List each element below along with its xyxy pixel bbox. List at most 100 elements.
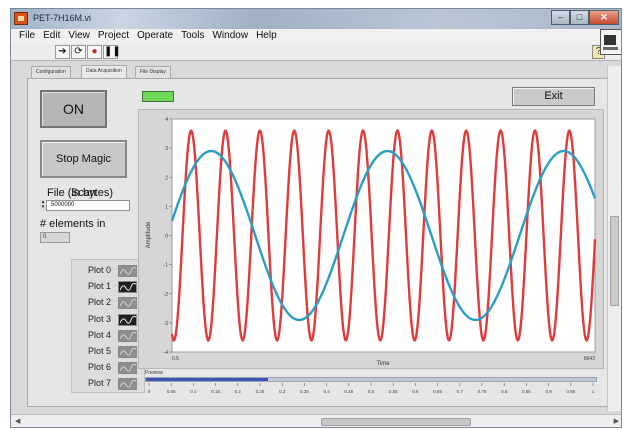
- legend-row-plot-6[interactable]: Plot 6: [78, 361, 142, 376]
- toolbar: ➔ ⟳ ● ❚❚ ?: [11, 44, 621, 61]
- y-tick-label: -3: [164, 321, 169, 327]
- preview-tick-label: 0.85: [522, 389, 531, 394]
- preview-tick-label: 0.3: [279, 389, 286, 394]
- y-tick-label: -4: [164, 350, 169, 356]
- menu-file[interactable]: File: [19, 30, 36, 41]
- preview-label: Preview: [145, 370, 163, 376]
- legend-plot-name: Plot 1: [88, 281, 112, 292]
- legend-plot-name: Plot 5: [88, 346, 112, 356]
- preview-tick-label: 0.9: [545, 389, 552, 394]
- menu-operate[interactable]: Operate: [136, 30, 174, 41]
- window-title: PET-7H16M.vi: [33, 13, 92, 23]
- menu-help[interactable]: Help: [256, 30, 277, 41]
- menu-tools[interactable]: Tools: [181, 30, 205, 41]
- abort-stop-icon[interactable]: ●: [87, 45, 102, 59]
- labview-window: PET-7H16M.vi – □ ✕ File Edit View Projec…: [10, 8, 622, 428]
- legend-plot-swatch[interactable]: [118, 378, 137, 391]
- legend-row-plot-3[interactable]: Plot 3: [78, 313, 142, 328]
- vertical-scrollbar[interactable]: [607, 66, 621, 411]
- exit-button[interactable]: Exit: [512, 87, 595, 106]
- y-axis-label: Amplitude: [146, 221, 152, 248]
- preview-tick-label: 0.4: [323, 389, 330, 394]
- scroll-right-icon[interactable]: ▶: [613, 418, 619, 425]
- menu-bar: File Edit View Project Operate Tools Win…: [11, 29, 621, 44]
- legend-plot-name: Plot 4: [88, 329, 112, 340]
- legend-plot-name: Plot 3: [88, 313, 112, 324]
- preview-tick-label: 0.2: [235, 389, 242, 394]
- stop-magic-scan-button[interactable]: Stop Magic Scan: [40, 140, 127, 199]
- legend-plot-swatch[interactable]: [118, 297, 137, 310]
- y-tick-label: 1: [165, 204, 168, 210]
- x-tick-label: 0.5: [172, 356, 179, 362]
- legend-plot-swatch[interactable]: [118, 313, 137, 326]
- legend-plot-swatch[interactable]: [118, 265, 137, 277]
- pause-icon[interactable]: ❚❚: [103, 45, 121, 59]
- preview-progress-fill: [146, 378, 268, 381]
- acquisition-led: [142, 91, 174, 102]
- legend-row-plot-2[interactable]: Plot 2: [78, 296, 142, 311]
- scroll-left-icon[interactable]: ◀: [15, 418, 21, 425]
- preview-tick-label: 0.7: [457, 389, 464, 394]
- preview-tick-label: 0.15: [211, 389, 220, 394]
- labview-app-icon: [14, 12, 28, 25]
- legend-row-plot-1[interactable]: Plot 1: [78, 280, 142, 295]
- run-arrow-icon[interactable]: ➔: [55, 45, 70, 59]
- menu-window[interactable]: Window: [212, 30, 249, 41]
- title-bar[interactable]: PET-7H16M.vi – □ ✕: [11, 9, 621, 29]
- y-tick-label: 2: [165, 175, 168, 181]
- maximize-button[interactable]: □: [570, 10, 589, 25]
- preview-tick-label: 0.45: [344, 389, 353, 394]
- close-button[interactable]: ✕: [589, 10, 619, 25]
- legend-plot-name: Plot 0: [88, 265, 112, 275]
- minimize-button[interactable]: –: [551, 10, 570, 25]
- file-size-label: File (in bytes): [47, 187, 114, 199]
- legend-plot-name: Plot 7: [88, 378, 112, 389]
- y-tick-label: -2: [164, 292, 169, 298]
- tab-data-acquisition[interactable]: Data Acquisition: [81, 65, 127, 78]
- y-tick-label: 3: [165, 146, 168, 152]
- legend-row-plot-4[interactable]: Plot 4: [78, 329, 142, 344]
- file-size-input[interactable]: 5000000: [40, 200, 130, 211]
- menu-view[interactable]: View: [68, 30, 90, 41]
- legend-plot-name: Plot 2: [88, 297, 112, 308]
- preview-tick-label: 0.05: [167, 389, 176, 394]
- legend-row-plot-5[interactable]: Plot 5: [78, 345, 142, 360]
- plot-series-line-0: [170, 128, 597, 343]
- preview-tick-label: 0.75: [478, 389, 487, 394]
- horizontal-scroll-thumb[interactable]: [321, 418, 471, 426]
- queue-count-indicator: 0: [40, 232, 70, 243]
- waveform-graph[interactable]: 4 3 2 1 0 -1 -2 -3 -4 0.5 8643 Amplitude Time: [138, 109, 604, 369]
- preview-tick-label: 0.25: [256, 389, 265, 394]
- preview-tick-label: 0.1: [190, 389, 197, 394]
- preview-tick-label: 0.6: [412, 389, 419, 394]
- preview-tick-label: 0: [148, 389, 151, 394]
- preview-tick-label: 1: [592, 389, 595, 394]
- preview-progress-bar: [145, 377, 597, 382]
- legend-plot-swatch[interactable]: [118, 281, 137, 294]
- x-tick-label: 8643: [584, 356, 595, 362]
- plot-series-line-1: [170, 149, 597, 322]
- y-tick-label: -1: [164, 263, 169, 269]
- menu-edit[interactable]: Edit: [43, 30, 61, 41]
- tab-file-display[interactable]: File Display: [135, 66, 171, 78]
- legend-plot-name: Plot 6: [88, 362, 112, 373]
- legend-row-plot-0[interactable]: Plot 0: [78, 264, 142, 279]
- legend-row-plot-7[interactable]: Plot 7: [78, 377, 142, 392]
- legend-plot-swatch[interactable]: [118, 346, 137, 358]
- run-continuously-icon[interactable]: ⟳: [71, 45, 86, 59]
- y-tick-label: 0: [165, 234, 168, 240]
- preview-tick-label: 0.5: [368, 389, 375, 394]
- legend-plot-swatch[interactable]: [118, 362, 137, 375]
- legend-plot-swatch[interactable]: [118, 329, 137, 342]
- on-button[interactable]: ON: [40, 90, 107, 128]
- plot-legend: Plot 0 Plot 1 Plot 2 Plot 3 Plot 4 Plot 5 Plot…: [71, 259, 145, 393]
- x-axis-label: Time: [376, 361, 390, 367]
- file-size-stepper[interactable]: ▴ ▾: [40, 200, 47, 211]
- horizontal-scrollbar[interactable]: ◀ ▶: [11, 414, 621, 427]
- preview-tick-label: 0.55: [389, 389, 398, 394]
- preview-tick-label: 0.8: [501, 389, 508, 394]
- menu-project[interactable]: Project: [97, 30, 129, 41]
- preview-scale: 0 0.05 0.1 0.15 0.2 0.25 0.3 0.35 0.4 0.45 0.5 0.55…: [148, 383, 595, 394]
- tab-configuration[interactable]: Configuration: [31, 66, 71, 78]
- vertical-scroll-thumb[interactable]: [610, 216, 619, 306]
